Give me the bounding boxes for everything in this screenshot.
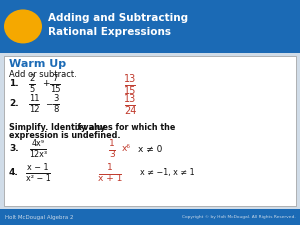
Text: 12: 12 (29, 105, 39, 114)
Text: 12x³: 12x³ (29, 150, 47, 159)
Text: −: − (45, 99, 52, 108)
Text: +: + (42, 79, 50, 88)
Text: 1.: 1. (9, 79, 19, 88)
Text: 3: 3 (53, 94, 59, 103)
Text: x + 1: x + 1 (98, 174, 122, 183)
Text: Holt McDougal Algebra 2: Holt McDougal Algebra 2 (5, 215, 73, 220)
Text: x² − 1: x² − 1 (26, 174, 50, 183)
Text: 5: 5 (29, 85, 34, 94)
Text: Copyright © by Holt McDougal. All Rights Reserved.: Copyright © by Holt McDougal. All Rights… (182, 215, 296, 219)
Text: 4x⁹: 4x⁹ (32, 139, 44, 148)
Text: Adding and Subtracting: Adding and Subtracting (48, 13, 188, 23)
Text: 3: 3 (109, 150, 115, 159)
Text: 7: 7 (52, 74, 58, 83)
Text: 4.: 4. (9, 168, 19, 177)
Text: x ≠ 0: x ≠ 0 (138, 144, 162, 153)
Text: 1: 1 (107, 163, 113, 172)
Ellipse shape (4, 9, 42, 43)
Text: Warm Up: Warm Up (9, 59, 66, 69)
Text: x⁶: x⁶ (122, 144, 131, 153)
Text: expression is undefined.: expression is undefined. (9, 131, 121, 140)
Text: x ≠ −1, x ≠ 1: x ≠ −1, x ≠ 1 (140, 168, 195, 177)
FancyBboxPatch shape (0, 209, 300, 225)
FancyBboxPatch shape (0, 0, 300, 53)
Text: Add or subtract.: Add or subtract. (9, 70, 77, 79)
Text: 8: 8 (53, 105, 59, 114)
Text: Rational Expressions: Rational Expressions (48, 27, 171, 37)
Text: 15: 15 (124, 86, 136, 96)
Text: 15: 15 (50, 85, 60, 94)
FancyBboxPatch shape (4, 56, 296, 206)
Text: Simplify. Identify any: Simplify. Identify any (9, 123, 108, 132)
Text: 11: 11 (29, 94, 39, 103)
Text: 2.: 2. (9, 99, 19, 108)
Text: 24: 24 (124, 106, 136, 116)
Text: 13: 13 (124, 94, 136, 104)
Text: 2: 2 (29, 74, 34, 83)
Text: -values for which the: -values for which the (80, 123, 176, 132)
Text: x: x (76, 123, 82, 132)
Text: x − 1: x − 1 (27, 163, 49, 172)
Text: 3.: 3. (9, 144, 19, 153)
Text: 1: 1 (109, 140, 115, 148)
Text: 13: 13 (124, 74, 136, 84)
